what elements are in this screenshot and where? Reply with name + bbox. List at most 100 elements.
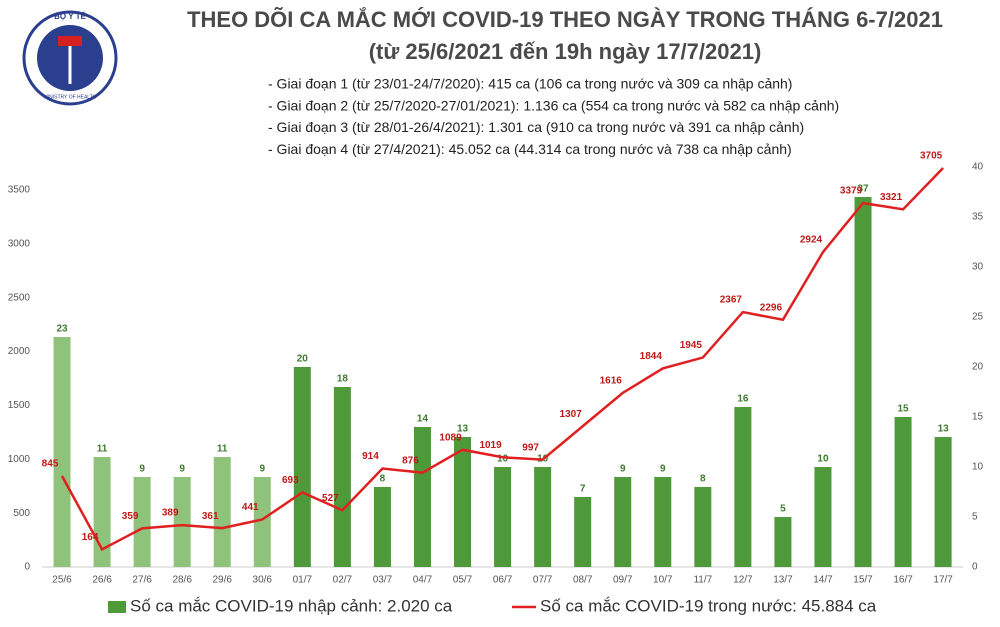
bar-label: 9 (179, 464, 185, 475)
bar (894, 417, 912, 567)
x-tick-label: 11/7 (693, 575, 712, 586)
line-label: 1616 (600, 376, 623, 387)
y-tick-label: 2000 (8, 346, 31, 357)
bar-label: 7 (580, 484, 586, 495)
bar (774, 517, 792, 567)
bar-label: 20 (297, 354, 309, 365)
bar-label: 11 (217, 444, 228, 455)
y-tick-label: 1000 (8, 454, 31, 465)
legend-label: Số ca mắc COVID-19 trong nước: 45.884 ca (540, 596, 877, 615)
line-label: 1844 (640, 351, 663, 362)
y2-tick-label: 5 (972, 512, 978, 523)
bar-label: 9 (139, 464, 145, 475)
line-label: 693 (282, 475, 299, 486)
bar (614, 477, 632, 567)
bar-label: 15 (898, 404, 910, 415)
y2-tick-label: 20 (972, 362, 984, 373)
y-tick-label: 1500 (8, 400, 31, 411)
line-label: 3379 (840, 186, 863, 197)
line-label: 1019 (479, 440, 502, 451)
x-tick-label: 08/7 (573, 575, 593, 586)
bar (413, 427, 431, 567)
x-tick-label: 09/7 (613, 575, 633, 586)
x-tick-label: 25/6 (52, 575, 72, 586)
bar (934, 437, 952, 567)
note: - Giai đoạn 4 (từ 27/4/2021): 45.052 ca … (268, 141, 792, 157)
chart-subtitle: (từ 25/6/2021 đến 19h ngày 17/7/2021) (369, 39, 762, 64)
y2-tick-label: 35 (972, 212, 984, 223)
line-label: 3705 (920, 151, 943, 162)
bar-label: 14 (417, 414, 429, 425)
line-label: 164 (82, 532, 99, 543)
note: - Giai đoạn 2 (từ 25/7/2020-27/01/2021):… (268, 97, 839, 113)
line-label: 441 (242, 502, 259, 513)
bar-label: 9 (660, 464, 666, 475)
line-label: 1945 (680, 340, 703, 351)
note: - Giai đoạn 1 (từ 23/01-24/7/2020): 415 … (268, 76, 792, 92)
bar-label: 9 (620, 464, 626, 475)
line-label: 527 (322, 493, 339, 504)
x-tick-label: 16/7 (893, 575, 913, 586)
x-tick-label: 02/7 (333, 575, 353, 586)
line-label: 845 (42, 459, 59, 470)
x-tick-label: 06/7 (493, 575, 513, 586)
y-tick-label: 0 (24, 562, 30, 573)
x-tick-label: 12/7 (733, 575, 753, 586)
x-tick-label: 27/6 (132, 575, 152, 586)
x-tick-label: 07/7 (533, 575, 553, 586)
line-label: 1307 (560, 409, 583, 420)
bar (333, 387, 351, 567)
x-tick-label: 14/7 (813, 575, 833, 586)
bar (734, 407, 752, 567)
y2-tick-label: 30 (972, 262, 984, 273)
bar-label: 10 (497, 454, 509, 465)
bar (373, 487, 391, 567)
y2-tick-label: 25 (972, 312, 984, 323)
line-label: 997 (522, 442, 539, 453)
chart-title: THEO DÕI CA MẮC MỚI COVID-19 THEO NGÀY T… (187, 7, 943, 32)
bar-label: 13 (457, 424, 469, 435)
y-tick-label: 3000 (8, 239, 31, 250)
logo-bottom: MINISTRY OF HEALTH (44, 94, 97, 100)
bar (133, 477, 151, 567)
x-tick-label: 03/7 (373, 575, 393, 586)
bar-label: 16 (737, 394, 749, 405)
x-tick-label: 17/7 (933, 575, 953, 586)
bar (854, 197, 872, 567)
bar (654, 477, 672, 567)
bar-label: 5 (780, 504, 786, 515)
logo-top: BỘ Y TẾ (54, 11, 86, 21)
bar-label: 37 (857, 184, 869, 195)
line-label: 914 (362, 451, 379, 462)
bar (694, 487, 712, 567)
x-tick-label: 29/6 (212, 575, 232, 586)
bar-label: 11 (97, 444, 108, 455)
bar-label: 8 (700, 474, 706, 485)
line-label: 389 (162, 508, 179, 519)
y-tick-label: 500 (13, 508, 30, 519)
bar (293, 367, 311, 567)
bar (574, 497, 592, 567)
x-tick-label: 10/7 (653, 575, 673, 586)
x-tick-label: 26/6 (92, 575, 112, 586)
bar (454, 437, 472, 567)
x-tick-label: 01/7 (293, 575, 313, 586)
bar (53, 337, 71, 567)
line-label: 3321 (880, 192, 903, 203)
y2-tick-label: 40 (972, 162, 984, 173)
bar-label: 9 (259, 464, 265, 475)
x-tick-label: 04/7 (413, 575, 433, 586)
line-label: 2296 (760, 302, 783, 313)
bar-label: 18 (337, 374, 349, 385)
line-label: 876 (402, 455, 419, 466)
bar (494, 467, 512, 567)
y2-tick-label: 15 (972, 412, 984, 423)
logo-cross (58, 36, 82, 46)
line-label: 2924 (800, 235, 823, 246)
line (60, 167, 945, 552)
logo: BỘ Y TẾ MINISTRY OF HEALTH (22, 10, 118, 106)
bar-label: 10 (817, 454, 829, 465)
y-tick-label: 3500 (8, 185, 31, 196)
bar (213, 457, 231, 567)
